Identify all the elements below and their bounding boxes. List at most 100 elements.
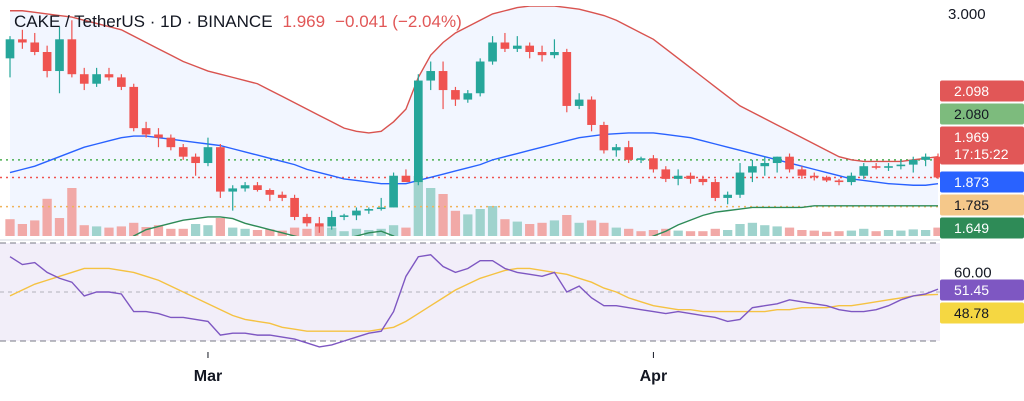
candle[interactable] [5, 36, 15, 78]
price-badge[interactable]: 2.080 [940, 103, 1024, 125]
candle[interactable] [686, 172, 695, 184]
volume-bar [228, 227, 238, 236]
candle[interactable] [710, 178, 720, 202]
price-badge[interactable]: 48.78 [940, 302, 1024, 324]
candle[interactable] [327, 210, 337, 230]
candle[interactable] [884, 163, 893, 171]
candle[interactable] [30, 32, 40, 56]
candle[interactable] [748, 159, 757, 183]
candle[interactable] [512, 36, 522, 52]
candle[interactable] [42, 45, 52, 78]
candle[interactable] [871, 163, 881, 170]
candle[interactable] [822, 175, 831, 183]
candle[interactable] [339, 213, 349, 221]
candle[interactable] [92, 67, 101, 87]
candle[interactable] [809, 172, 819, 181]
candle[interactable] [352, 207, 361, 221]
candle[interactable] [117, 74, 126, 91]
candle[interactable] [649, 155, 658, 173]
rsi-pane[interactable] [0, 239, 940, 348]
volume-bar [586, 220, 597, 236]
candle[interactable] [302, 213, 312, 227]
price-axis[interactable]: 3.0002.50060.002.0982.0801.96917:15:221.… [940, 6, 1024, 324]
candle[interactable] [178, 144, 188, 160]
candle[interactable] [735, 163, 745, 198]
candle[interactable] [673, 169, 683, 186]
badge-value: 1.873 [954, 174, 989, 190]
candle[interactable] [908, 156, 918, 173]
candle[interactable] [698, 175, 708, 186]
candle[interactable] [537, 45, 547, 62]
candle[interactable] [216, 144, 225, 198]
candle[interactable] [290, 194, 299, 221]
price-badge[interactable]: 51.45 [940, 279, 1024, 301]
candle[interactable] [166, 134, 176, 151]
candle[interactable] [154, 128, 163, 148]
candle[interactable] [760, 156, 770, 176]
price-tick-label: 3.000 [948, 6, 986, 23]
volume-bar [883, 230, 894, 236]
candle[interactable] [475, 58, 485, 97]
candle[interactable] [723, 191, 732, 205]
volume-bar [438, 194, 448, 236]
time-axis[interactable]: Mar Apr [194, 352, 667, 385]
price-badge[interactable]: 1.649 [940, 217, 1024, 239]
price-badge[interactable]: 1.785 [940, 194, 1024, 216]
candle[interactable] [104, 67, 114, 81]
candle[interactable] [834, 178, 844, 186]
candle[interactable] [896, 159, 906, 170]
candle[interactable] [55, 26, 64, 94]
candle[interactable] [413, 74, 423, 186]
volume-bar [574, 222, 584, 236]
candle[interactable] [401, 169, 411, 183]
candle[interactable] [550, 39, 559, 59]
candle[interactable] [265, 188, 275, 202]
candle[interactable] [463, 90, 473, 103]
candle[interactable] [797, 166, 807, 179]
candle[interactable] [315, 216, 324, 233]
volume-bar [104, 227, 114, 236]
candle[interactable] [785, 153, 794, 173]
candle[interactable] [574, 93, 584, 110]
candle[interactable] [129, 83, 139, 132]
candle[interactable] [389, 172, 398, 208]
candle[interactable] [240, 182, 250, 192]
candle[interactable] [79, 67, 89, 91]
candle[interactable] [253, 182, 262, 192]
candle[interactable] [451, 86, 460, 106]
volume-bar [834, 231, 844, 236]
candle[interactable] [611, 144, 621, 157]
price-badge[interactable]: 1.873 [940, 171, 1024, 193]
candle[interactable] [500, 32, 510, 52]
volume-bar [401, 227, 411, 236]
candle[interactable] [847, 172, 856, 186]
candle[interactable] [488, 36, 497, 65]
candle[interactable] [364, 207, 374, 214]
candle[interactable] [624, 140, 633, 164]
candle[interactable] [921, 153, 930, 167]
candle[interactable] [933, 153, 943, 179]
candle[interactable] [18, 29, 27, 49]
candle[interactable] [376, 197, 386, 211]
candle[interactable] [599, 121, 609, 154]
candle[interactable] [426, 61, 436, 91]
candle[interactable] [228, 185, 238, 211]
candle[interactable] [636, 156, 646, 164]
candle[interactable] [661, 166, 671, 183]
candle[interactable] [525, 42, 535, 59]
candle[interactable] [859, 163, 869, 179]
candle[interactable] [141, 121, 151, 138]
candle[interactable] [587, 96, 596, 132]
candle[interactable] [191, 153, 200, 176]
candle[interactable] [438, 61, 448, 110]
candle[interactable] [203, 137, 213, 167]
volume-bar [772, 226, 782, 236]
price-badge[interactable]: 2.098 [940, 80, 1024, 102]
candle[interactable] [562, 48, 572, 113]
candle[interactable] [772, 156, 782, 173]
candle[interactable] [67, 20, 77, 78]
price-pane[interactable] [0, 6, 943, 334]
candle[interactable] [277, 191, 287, 202]
